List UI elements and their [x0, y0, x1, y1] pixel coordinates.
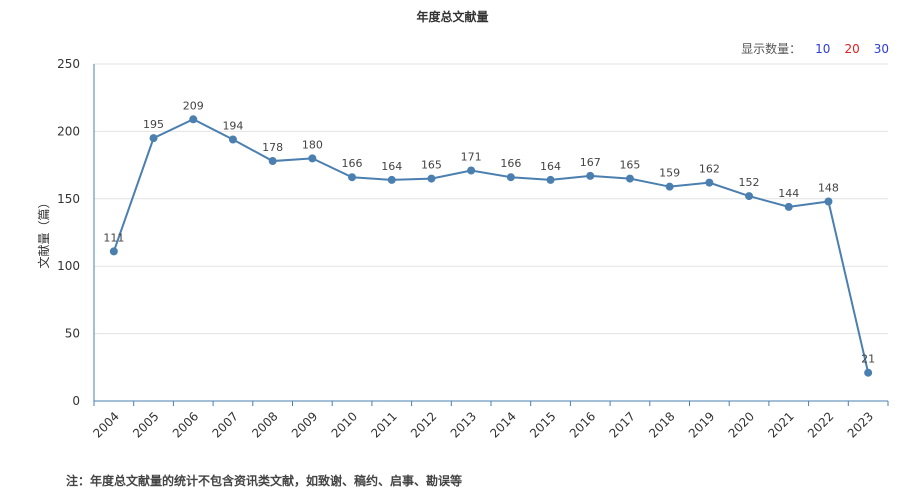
data-label: 164: [540, 160, 561, 173]
data-point: [625, 174, 634, 183]
x-tick-label: 2008: [249, 409, 280, 440]
x-tick-label: 2013: [448, 409, 479, 440]
data-label: 180: [302, 138, 323, 151]
data-label: 178: [262, 141, 283, 154]
x-tick-label: 2015: [527, 409, 558, 440]
x-tick-label: 2018: [646, 409, 677, 440]
data-point: [109, 247, 118, 256]
x-tick-label: 2016: [567, 409, 598, 440]
data-point: [149, 134, 158, 143]
data-label: 209: [183, 99, 204, 112]
data-point: [665, 182, 674, 191]
data-point: [546, 175, 555, 184]
x-tick-label: 2022: [805, 409, 836, 440]
data-label: 159: [659, 167, 680, 180]
data-label: 162: [699, 163, 720, 176]
y-tick-label: 150: [57, 192, 80, 206]
y-tick-label: 100: [57, 259, 80, 273]
data-label: 144: [778, 187, 799, 200]
footnote: 注：年度总文献量的统计不包含资讯类文献，如致谢、稿约、启事、勘误等: [66, 474, 463, 488]
data-label: 195: [143, 118, 164, 131]
y-tick-label: 0: [72, 394, 80, 408]
data-point: [228, 135, 237, 144]
data-point: [268, 157, 277, 166]
data-point: [308, 154, 317, 163]
show-count-option-20[interactable]: 20: [844, 41, 860, 56]
y-axis-label: 文献量（篇）: [36, 196, 51, 268]
x-tick-label: 2007: [210, 409, 241, 440]
data-label: 166: [342, 157, 363, 170]
data-point: [506, 173, 515, 182]
data-label: 152: [739, 176, 760, 189]
data-point: [824, 197, 833, 206]
data-point: [586, 171, 595, 180]
data-label: 166: [500, 157, 521, 170]
y-tick-label: 250: [57, 57, 80, 71]
x-tick-label: 2021: [765, 409, 796, 440]
data-point: [427, 174, 436, 183]
data-point: [348, 173, 357, 182]
data-label: 165: [619, 159, 640, 172]
y-tick-label: 50: [65, 327, 80, 341]
data-label: 167: [580, 156, 601, 169]
line-chart: 0 50 100 150 200 250 2004 2005 2006 2007 2008 2009 2…: [36, 57, 889, 441]
data-label: 171: [461, 150, 482, 163]
data-label: 194: [222, 119, 243, 132]
x-tick-label: 2006: [170, 409, 201, 440]
data-label: 165: [421, 159, 442, 172]
x-tick-label: 2009: [289, 409, 320, 440]
x-tick-label: 2020: [726, 409, 757, 440]
x-tick-label: 2011: [368, 409, 399, 440]
y-tick-label: 200: [57, 124, 80, 138]
data-point: [745, 192, 754, 201]
data-label: 21: [861, 353, 875, 366]
series-line: [112, 118, 870, 373]
x-tick-label: 2023: [845, 409, 876, 440]
show-count-option-30[interactable]: 30: [873, 41, 889, 56]
x-tick-label: 2017: [607, 409, 638, 440]
data-label: 111: [103, 231, 124, 244]
data-point: [467, 166, 476, 175]
data-point: [189, 115, 198, 124]
data-label: 164: [381, 160, 402, 173]
x-tick-label: 2005: [130, 409, 161, 440]
data-point: [784, 202, 793, 211]
x-tick-label: 2012: [408, 409, 439, 440]
data-point: [705, 178, 714, 187]
chart-title: 年度总文献量: [416, 10, 489, 24]
x-tick-label: 2004: [90, 409, 121, 440]
data-point: [864, 368, 873, 377]
x-tick-label: 2014: [487, 409, 518, 440]
show-count-control: 显示数量： 10 20 30: [741, 40, 889, 57]
x-tick-label: 2010: [329, 409, 360, 440]
show-count-option-10[interactable]: 10: [815, 41, 831, 56]
show-count-label: 显示数量：: [741, 42, 802, 56]
data-label: 148: [818, 181, 839, 194]
data-point: [387, 175, 396, 184]
x-tick-label: 2019: [686, 409, 717, 440]
